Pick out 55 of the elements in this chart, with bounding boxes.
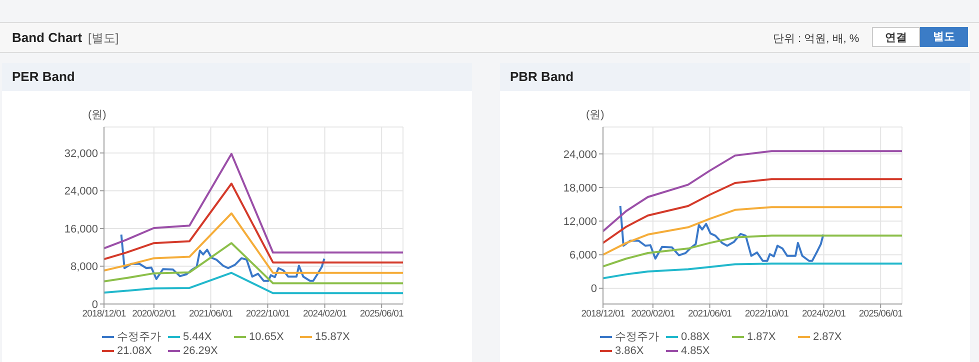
line-series	[104, 182, 403, 264]
x-tick-label: 2025/06/01	[360, 308, 404, 320]
x-tick-label: 2018/12/01	[581, 308, 625, 320]
y-tick-label: 16,000	[64, 223, 98, 236]
line-series	[104, 152, 403, 254]
line-series	[603, 206, 902, 256]
y-tick-label: 0	[92, 298, 98, 311]
legend-label: 15.87X	[315, 330, 350, 344]
x-tick-label: 2025/06/01	[858, 308, 902, 320]
y-tick-label: 18,000	[563, 182, 597, 194]
x-tick-label: 2021/06/01	[688, 308, 732, 320]
legend-label: 3.86X	[615, 344, 644, 358]
y-tick-label: 24,000	[563, 148, 597, 161]
x-tick-label: 2022/10/01	[246, 308, 290, 320]
line-series	[104, 212, 403, 274]
chart-title: PBR Band	[500, 63, 970, 91]
y-tick-label: 24,000	[64, 186, 98, 198]
legend-label: 10.65X	[249, 330, 284, 344]
y-tick-label: 12,000	[563, 216, 597, 228]
text: 단위 : 억원, 배, %	[773, 32, 860, 46]
text: Band Chart	[12, 30, 82, 45]
line-series	[120, 234, 326, 282]
y-tick-label: 6,000	[569, 250, 597, 262]
x-tick-label: 2022/10/01	[744, 308, 789, 320]
x-tick-label: 2024/02/01	[303, 308, 347, 320]
y-axis-title: (원)	[88, 108, 106, 122]
legend-label: 0.88X	[681, 330, 710, 344]
line-series	[619, 204, 824, 262]
legend-label: 4.85X	[681, 344, 710, 358]
x-tick-label: 2024/02/01	[802, 308, 846, 320]
text: 별도	[920, 27, 968, 47]
x-tick-label: 2020/02/01	[631, 308, 675, 320]
legend-label: 수정주가	[117, 330, 161, 344]
legend-label: 2.87X	[813, 330, 842, 344]
text: [별도]	[88, 30, 119, 47]
y-tick-label: 0	[590, 283, 597, 296]
x-tick-label: 2021/06/01	[188, 308, 233, 320]
y-axis-title: (원)	[586, 108, 604, 122]
legend-label: 5.44X	[183, 330, 212, 344]
line-series	[603, 178, 902, 244]
text: 연결	[872, 27, 920, 47]
chart-title: PER Band	[2, 63, 472, 91]
line-series	[603, 262, 902, 280]
legend-label: 수정주가	[615, 330, 659, 344]
line-series	[104, 272, 403, 294]
legend-label: 1.87X	[747, 330, 776, 344]
line-series	[603, 150, 902, 232]
legend-label: 26.29X	[183, 344, 218, 358]
line-series	[104, 242, 403, 284]
line-series	[603, 234, 902, 268]
y-tick-label: 8,000	[70, 261, 98, 274]
legend-label: 21.08X	[117, 344, 152, 358]
x-tick-label: 2018/12/01	[82, 308, 126, 320]
x-tick-label: 2020/02/01	[132, 308, 176, 320]
y-tick-label: 32,000	[64, 148, 98, 160]
